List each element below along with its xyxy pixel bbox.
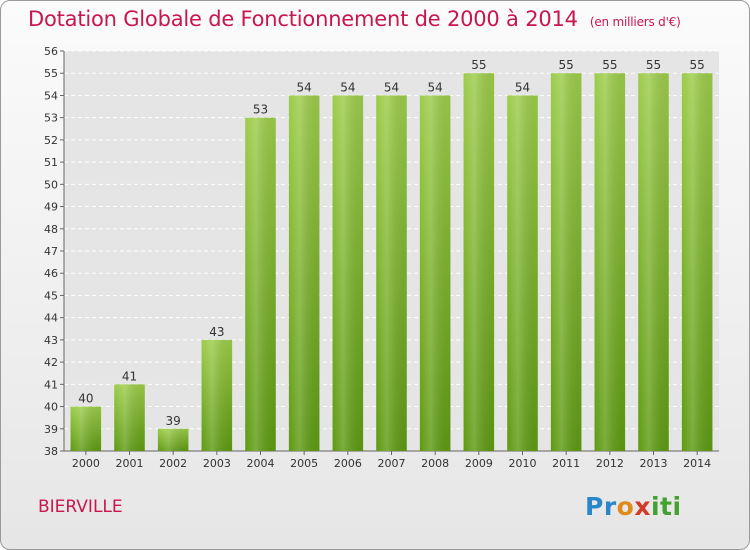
bar-shine: [245, 117, 276, 452]
bar-value-label: 54: [340, 80, 355, 94]
y-tick-label: 40: [44, 401, 58, 414]
x-tick-label: 2003: [203, 457, 231, 470]
bar-shine: [288, 95, 320, 451]
x-tick-label: 2004: [247, 457, 275, 470]
y-tick-label: 42: [44, 356, 58, 369]
bar-value-label: 53: [253, 103, 268, 117]
y-tick-label: 44: [44, 312, 58, 325]
bar-shine: [70, 406, 102, 451]
y-tick-label: 49: [44, 201, 58, 214]
bar-value-label: 54: [384, 80, 399, 94]
y-tick-label: 53: [44, 112, 58, 125]
bar-value-label: 40: [78, 392, 93, 406]
bar-value-label: 55: [471, 58, 486, 72]
chart-subtitle: (en milliers d'€): [589, 15, 681, 29]
x-tick-label: 2013: [640, 457, 668, 470]
bar-shine: [419, 95, 451, 451]
x-tick-label: 2000: [72, 457, 100, 470]
bar-shine: [157, 428, 189, 451]
bar-value-label: 39: [166, 414, 181, 428]
bar-shine: [594, 73, 626, 451]
bar-shine: [463, 73, 495, 451]
y-tick-label: 47: [44, 245, 58, 258]
bar-value-label: 54: [428, 80, 443, 94]
x-tick-label: 2011: [552, 457, 580, 470]
bar-shine: [332, 95, 364, 451]
bar-value-label: 54: [515, 80, 530, 94]
bar-shine: [201, 339, 233, 451]
x-tick-label: 2012: [596, 457, 624, 470]
y-tick-label: 45: [44, 289, 58, 302]
x-tick-label: 2007: [378, 457, 406, 470]
x-tick-label: 2005: [290, 457, 318, 470]
y-tick-label: 39: [44, 423, 58, 436]
y-tick-label: 52: [44, 134, 58, 147]
bar-value-label: 55: [646, 58, 661, 72]
y-tick-label: 54: [44, 89, 58, 102]
bar-shine: [507, 95, 538, 451]
bar-shine: [638, 73, 669, 451]
commune-name: BIERVILLE: [38, 497, 123, 517]
x-tick-label: 2009: [465, 457, 493, 470]
bar-shine: [114, 384, 145, 451]
y-tick-label: 48: [44, 223, 58, 236]
y-tick-label: 55: [44, 67, 58, 80]
bar-value-label: 41: [122, 369, 137, 383]
x-tick-label: 2002: [159, 457, 187, 470]
chart-title: Dotation Globale de Fonctionnement de 20…: [28, 7, 681, 31]
chart-title-text: Dotation Globale de Fonctionnement de 20…: [28, 7, 578, 31]
bar-shine: [376, 95, 407, 451]
y-tick-label: 46: [44, 267, 58, 280]
x-tick-label: 2001: [116, 457, 144, 470]
proxiti-logo: Proxiti: [585, 492, 682, 521]
bar-shine: [550, 73, 582, 451]
x-tick-label: 2014: [683, 457, 711, 470]
y-tick-label: 41: [44, 378, 58, 391]
bar-value-label: 43: [209, 325, 224, 339]
y-tick-label: 51: [44, 156, 58, 169]
bar-value-label: 55: [690, 58, 705, 72]
bar-value-label: 55: [559, 58, 574, 72]
y-tick-label: 56: [44, 45, 58, 58]
x-tick-label: 2006: [334, 457, 362, 470]
bar-value-label: 55: [602, 58, 617, 72]
y-tick-label: 43: [44, 334, 58, 347]
y-tick-label: 50: [44, 178, 58, 191]
y-tick-label: 38: [44, 445, 58, 458]
bar-value-label: 54: [297, 80, 312, 94]
x-tick-label: 2008: [421, 457, 449, 470]
x-tick-label: 2010: [509, 457, 537, 470]
bar-shine: [681, 73, 713, 451]
